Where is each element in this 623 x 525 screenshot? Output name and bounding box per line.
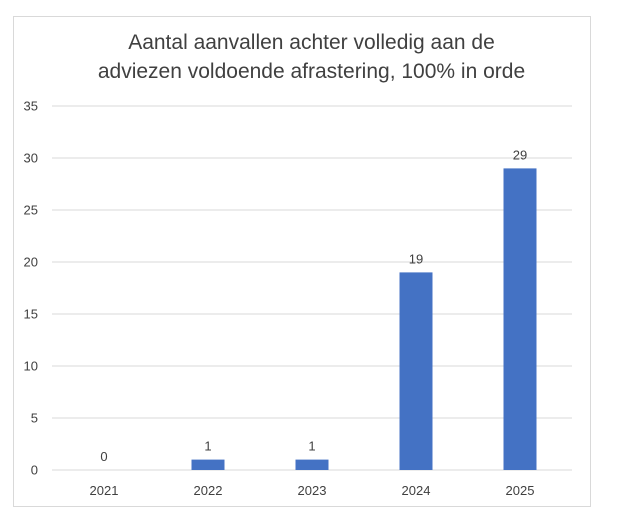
y-tick-label-15: 15	[24, 307, 38, 322]
bar-2025	[503, 168, 537, 470]
data-labels: 0 1 1 19 29	[100, 147, 527, 464]
y-axis-tick-labels: 0 5 10 15 20 25 30 35	[24, 99, 38, 478]
x-tick-label-2024: 2024	[402, 483, 431, 498]
chart-title: Aantal aanvallen achter volledig aan de …	[0, 28, 623, 86]
y-tick-label-5: 5	[31, 411, 38, 426]
chart-title-line-2: adviezen voldoende afrastering, 100% in …	[97, 60, 526, 83]
y-tick-label-35: 35	[24, 99, 38, 114]
y-tick-label-25: 25	[24, 203, 38, 218]
x-tick-label-2025: 2025	[506, 483, 535, 498]
data-label-2022: 1	[204, 439, 211, 454]
data-label-2024: 19	[409, 251, 423, 266]
y-tick-label-30: 30	[24, 151, 38, 166]
bar-2024	[399, 272, 433, 470]
bars	[191, 168, 537, 470]
x-tick-label-2022: 2022	[194, 483, 223, 498]
y-tick-label-0: 0	[31, 463, 38, 478]
y-tick-label-20: 20	[24, 255, 38, 270]
bar-2022	[191, 459, 225, 470]
bar-2023	[295, 459, 329, 470]
x-axis-tick-labels: 2021 2022 2023 2024 2025	[90, 483, 535, 498]
y-tick-label-10: 10	[24, 359, 38, 374]
data-label-2021: 0	[100, 449, 107, 464]
gridlines	[52, 105, 572, 471]
data-label-2025: 29	[513, 147, 527, 162]
chart-title-line-1: Aantal aanvallen achter volledig aan de	[128, 31, 495, 54]
data-label-2023: 1	[308, 439, 315, 454]
x-tick-label-2021: 2021	[90, 483, 119, 498]
x-tick-label-2023: 2023	[298, 483, 327, 498]
